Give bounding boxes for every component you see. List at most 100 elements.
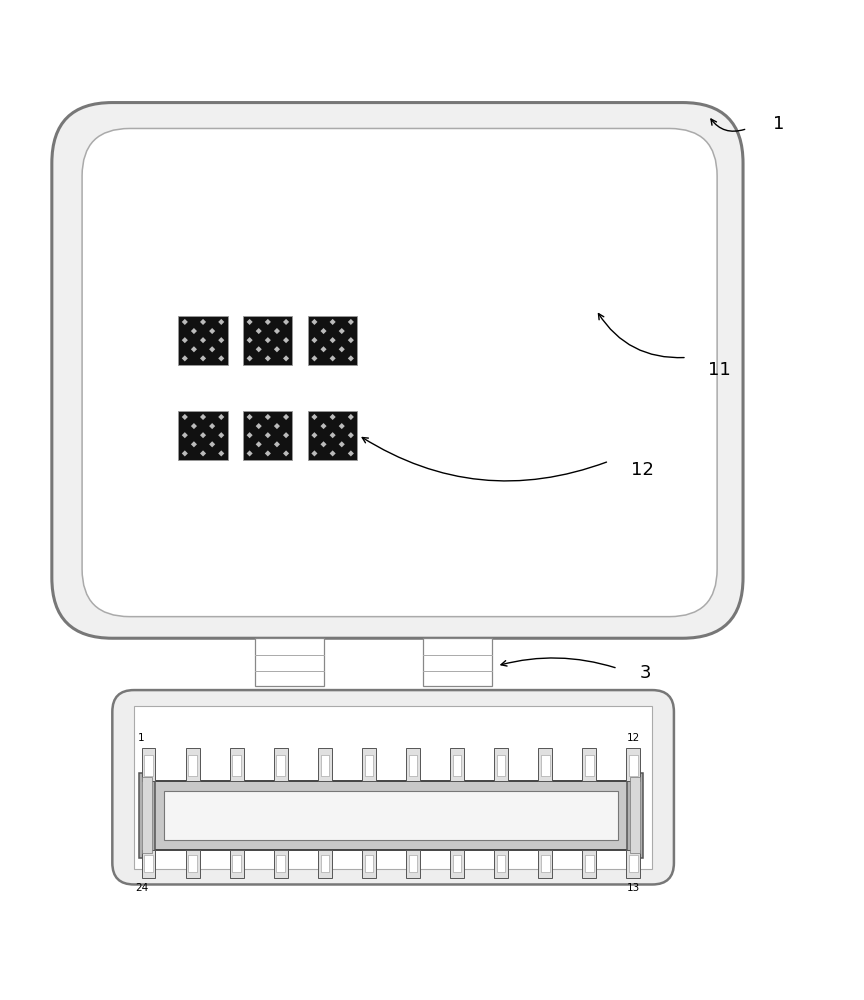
Bar xyxy=(232,755,241,776)
Polygon shape xyxy=(200,450,206,456)
Bar xyxy=(582,850,596,878)
Polygon shape xyxy=(321,441,327,447)
Text: 12: 12 xyxy=(626,733,640,743)
Polygon shape xyxy=(264,432,271,438)
Polygon shape xyxy=(209,328,215,334)
Bar xyxy=(188,855,197,872)
Polygon shape xyxy=(200,432,206,438)
Polygon shape xyxy=(348,450,354,456)
Text: 11: 11 xyxy=(708,361,731,379)
Bar xyxy=(365,755,373,776)
Bar xyxy=(497,755,505,776)
Bar xyxy=(230,748,244,781)
Bar xyxy=(276,855,285,872)
Polygon shape xyxy=(274,346,280,352)
Bar xyxy=(365,855,373,872)
Bar xyxy=(541,855,550,872)
FancyBboxPatch shape xyxy=(82,128,717,617)
Text: 24: 24 xyxy=(135,883,149,893)
Bar xyxy=(450,850,464,878)
Bar xyxy=(144,855,153,872)
Bar xyxy=(144,755,153,776)
Polygon shape xyxy=(339,328,345,334)
Polygon shape xyxy=(274,423,280,429)
Polygon shape xyxy=(200,414,206,420)
Bar xyxy=(142,748,156,781)
Bar xyxy=(453,755,461,776)
Polygon shape xyxy=(283,337,289,343)
Polygon shape xyxy=(311,414,317,420)
Bar xyxy=(406,748,420,781)
Polygon shape xyxy=(348,319,354,325)
Polygon shape xyxy=(348,432,354,438)
Bar xyxy=(453,855,461,872)
Polygon shape xyxy=(246,337,252,343)
Bar xyxy=(178,316,228,365)
Bar xyxy=(538,850,552,878)
Polygon shape xyxy=(219,450,225,456)
Polygon shape xyxy=(274,441,280,447)
Polygon shape xyxy=(209,346,215,352)
Polygon shape xyxy=(339,346,345,352)
Polygon shape xyxy=(348,337,354,343)
Polygon shape xyxy=(181,319,187,325)
Bar xyxy=(274,850,288,878)
Polygon shape xyxy=(209,441,215,447)
Polygon shape xyxy=(219,432,225,438)
Bar xyxy=(627,773,643,858)
Polygon shape xyxy=(181,432,187,438)
Bar xyxy=(585,855,594,872)
Bar xyxy=(178,411,228,460)
Bar xyxy=(494,748,508,781)
Bar xyxy=(318,748,332,781)
Text: 1: 1 xyxy=(773,115,785,133)
Bar xyxy=(494,850,508,878)
Polygon shape xyxy=(191,441,197,447)
Polygon shape xyxy=(321,423,327,429)
Bar xyxy=(308,411,357,460)
Text: 1: 1 xyxy=(138,733,145,743)
Text: 13: 13 xyxy=(626,883,640,893)
Polygon shape xyxy=(264,414,271,420)
Polygon shape xyxy=(264,319,271,325)
Polygon shape xyxy=(329,355,336,361)
Bar xyxy=(230,850,244,878)
Bar xyxy=(423,638,492,686)
Polygon shape xyxy=(219,355,225,361)
Bar xyxy=(321,855,329,872)
Polygon shape xyxy=(191,346,197,352)
Polygon shape xyxy=(339,441,345,447)
Polygon shape xyxy=(191,423,197,429)
Bar xyxy=(629,755,638,776)
Polygon shape xyxy=(246,450,252,456)
Bar xyxy=(362,850,376,878)
Polygon shape xyxy=(256,346,262,352)
Bar xyxy=(409,755,417,776)
Bar xyxy=(362,748,376,781)
Bar xyxy=(497,855,505,872)
Bar xyxy=(232,855,241,872)
Bar xyxy=(139,773,155,858)
Polygon shape xyxy=(283,450,289,456)
Polygon shape xyxy=(311,355,317,361)
Bar xyxy=(318,850,332,878)
Polygon shape xyxy=(264,355,271,361)
Polygon shape xyxy=(181,355,187,361)
Bar xyxy=(244,411,292,460)
Polygon shape xyxy=(264,450,271,456)
Bar xyxy=(276,755,285,776)
Polygon shape xyxy=(329,450,336,456)
Bar xyxy=(406,850,420,878)
Polygon shape xyxy=(264,337,271,343)
Bar xyxy=(142,850,156,878)
Polygon shape xyxy=(321,346,327,352)
Polygon shape xyxy=(246,319,252,325)
Polygon shape xyxy=(256,423,262,429)
Polygon shape xyxy=(200,319,206,325)
Polygon shape xyxy=(311,432,317,438)
Polygon shape xyxy=(311,450,317,456)
Polygon shape xyxy=(256,328,262,334)
Bar xyxy=(626,748,640,781)
Bar xyxy=(630,777,640,853)
Bar xyxy=(186,748,200,781)
